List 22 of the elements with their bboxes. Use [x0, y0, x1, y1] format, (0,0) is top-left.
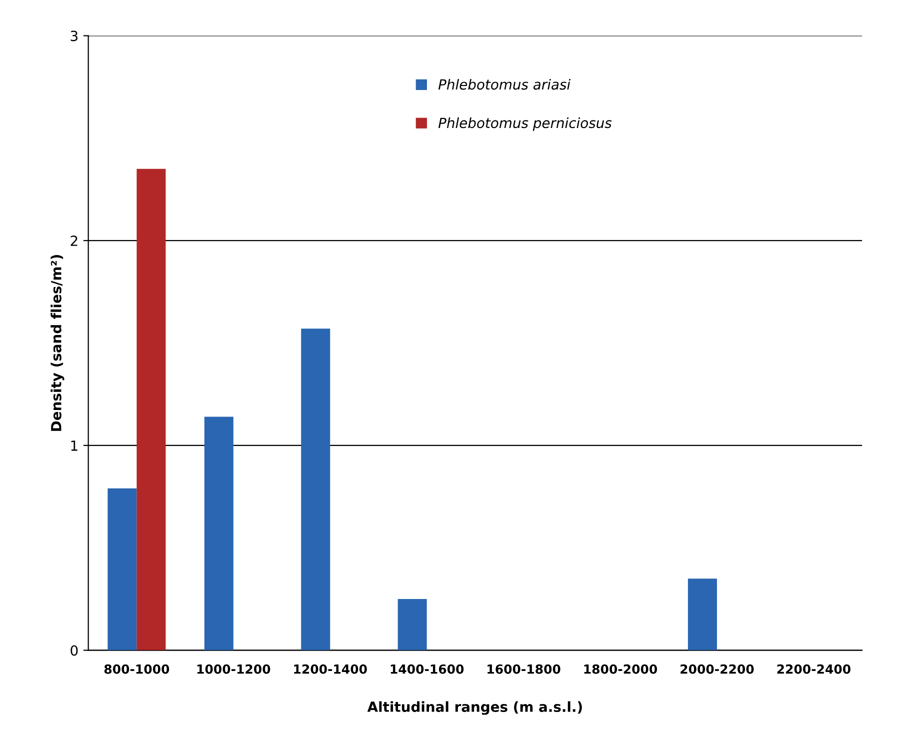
legend-label: Phlebotomus perniciosus — [438, 117, 612, 131]
x-tick-label: 1600-1800 — [488, 664, 560, 674]
x-tick-label: 1400-1600 — [390, 664, 464, 674]
x-tick-label: 1800-2000 — [584, 664, 658, 674]
y-tick-label: 1 — [71, 440, 78, 451]
y-tick-label: 3 — [70, 30, 78, 42]
bar — [301, 328, 330, 650]
y-axis-title: Density (sand flies/m²) — [50, 255, 64, 431]
y-tick-label: 0 — [70, 645, 78, 656]
legend-label: Phlebotomus ariasi — [438, 78, 571, 90]
bar — [688, 578, 717, 650]
bar — [108, 488, 137, 650]
y-tick-label: 2 — [70, 236, 78, 246]
bar — [204, 416, 234, 650]
x-tick-label: 800-1000 — [104, 664, 170, 674]
x-axis-title: Altitudinal ranges (m a.s.l.) — [367, 701, 582, 715]
x-tick-label: 2000-2200 — [680, 664, 754, 674]
bar — [398, 599, 427, 650]
bar — [136, 168, 166, 650]
x-tick-label: 2200-2400 — [777, 664, 850, 674]
x-tick-label: 1200-1400 — [294, 664, 367, 674]
x-tick-label: 1000-1200 — [197, 664, 270, 674]
